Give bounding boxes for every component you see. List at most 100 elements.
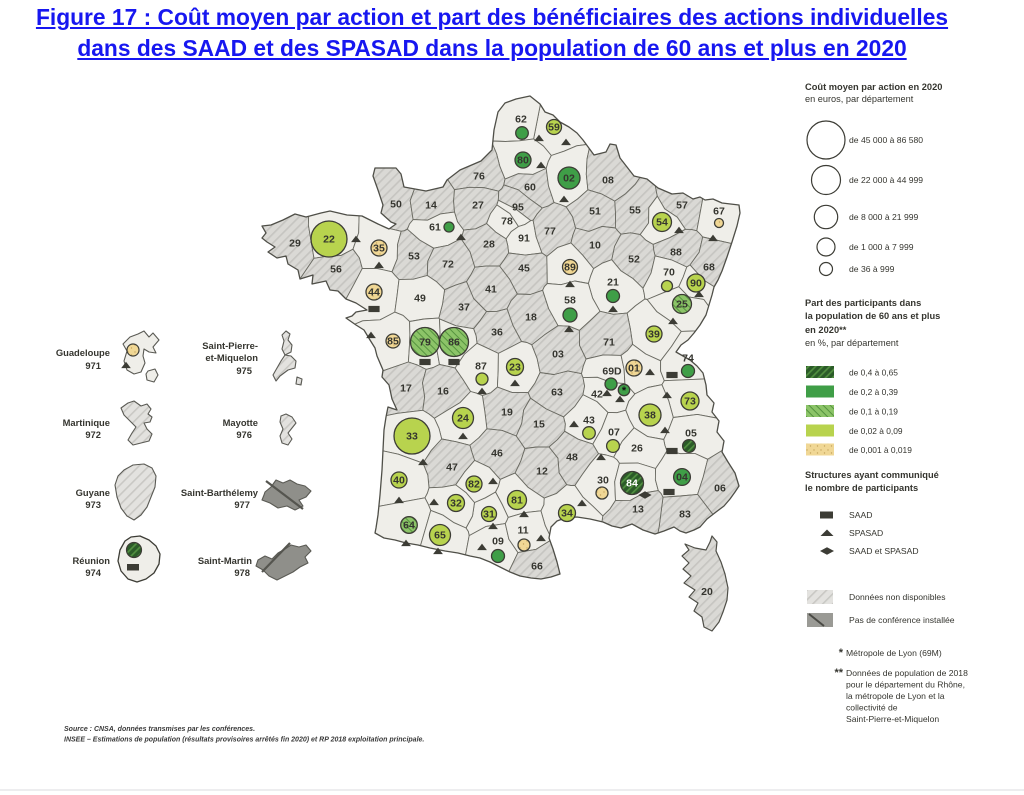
svg-text:05: 05 <box>685 428 697 440</box>
svg-text:Métropole de Lyon (69M): Métropole de Lyon (69M) <box>846 648 942 658</box>
svg-text:29: 29 <box>289 238 301 250</box>
svg-text:Guadeloupe: Guadeloupe <box>56 347 110 358</box>
svg-text:79: 79 <box>419 337 431 349</box>
svg-text:24: 24 <box>457 413 469 425</box>
svg-text:de 8 000 à 21 999: de 8 000 à 21 999 <box>849 212 919 222</box>
svg-text:73: 73 <box>684 396 696 408</box>
svg-text:12: 12 <box>536 466 548 478</box>
svg-text:74: 74 <box>682 353 694 365</box>
svg-text:64: 64 <box>403 520 415 532</box>
svg-text:Martinique: Martinique <box>63 417 110 428</box>
svg-text:66: 66 <box>531 561 543 573</box>
svg-text:en euros, par département: en euros, par département <box>805 94 914 104</box>
svg-text:973: 973 <box>85 499 101 510</box>
svg-text:978: 978 <box>234 567 250 578</box>
svg-text:91: 91 <box>518 233 530 245</box>
svg-text:de 45 000 à 86 580: de 45 000 à 86 580 <box>849 135 923 145</box>
svg-text:26: 26 <box>631 443 643 455</box>
svg-text:08: 08 <box>602 175 614 187</box>
svg-text:33: 33 <box>406 431 418 443</box>
svg-text:10: 10 <box>589 240 601 252</box>
svg-text:20: 20 <box>701 586 713 598</box>
svg-text:la métropole de Lyon et la: la métropole de Lyon et la <box>846 691 945 701</box>
svg-text:31: 31 <box>483 509 495 521</box>
svg-text:la population de 60 ans et plu: la population de 60 ans et plus <box>805 311 940 321</box>
svg-text:Pas de conférence installée: Pas de conférence installée <box>849 615 955 625</box>
svg-text:38: 38 <box>644 410 656 422</box>
svg-text:04: 04 <box>676 472 688 484</box>
svg-text:de 0,001 à 0,019: de 0,001 à 0,019 <box>849 445 912 455</box>
svg-text:Coût moyen par action en 2020: Coût moyen par action en 2020 <box>805 82 942 92</box>
svg-text:49: 49 <box>414 293 426 305</box>
svg-text:54: 54 <box>656 217 668 229</box>
svg-text:56: 56 <box>330 264 342 276</box>
svg-text:976: 976 <box>236 429 252 440</box>
svg-text:95: 95 <box>512 202 524 214</box>
svg-text:77: 77 <box>544 226 556 238</box>
svg-text:06: 06 <box>714 483 726 495</box>
svg-text:52: 52 <box>628 254 640 266</box>
svg-text:Guyane: Guyane <box>76 487 110 498</box>
svg-text:28: 28 <box>483 239 495 251</box>
svg-text:45: 45 <box>518 263 530 275</box>
svg-text:Saint-Barthélemy: Saint-Barthélemy <box>181 487 259 498</box>
svg-text:de 0,02 à 0,09: de 0,02 à 0,09 <box>849 426 903 436</box>
svg-text:86: 86 <box>448 337 460 349</box>
svg-text:*: * <box>622 385 627 397</box>
svg-text:44: 44 <box>368 287 380 299</box>
svg-text:Source : CNSA, données transmi: Source : CNSA, données transmises par le… <box>64 726 255 733</box>
svg-text:84: 84 <box>626 478 638 490</box>
svg-text:30: 30 <box>597 475 609 487</box>
svg-text:60: 60 <box>524 182 536 194</box>
svg-text:17: 17 <box>400 383 412 395</box>
svg-text:02: 02 <box>563 173 575 185</box>
svg-text:pour le département du Rhône,: pour le département du Rhône, <box>846 680 965 690</box>
svg-text:01: 01 <box>628 363 640 375</box>
svg-text:974: 974 <box>85 567 101 578</box>
svg-text:SAAD et SPASAD: SAAD et SPASAD <box>849 546 919 556</box>
svg-text:972: 972 <box>85 429 101 440</box>
svg-text:le nombre de participants: le nombre de participants <box>805 483 918 493</box>
svg-text:83: 83 <box>679 509 691 521</box>
svg-text:14: 14 <box>425 200 437 212</box>
svg-text:61: 61 <box>429 222 441 234</box>
svg-text:87: 87 <box>475 361 487 373</box>
svg-text:43: 43 <box>583 415 595 427</box>
svg-text:55: 55 <box>629 205 641 217</box>
svg-text:62: 62 <box>515 114 527 126</box>
svg-text:88: 88 <box>670 247 682 259</box>
svg-text:*: * <box>839 647 844 659</box>
svg-text:INSEE – Estimations de populat: INSEE – Estimations de population (résul… <box>64 737 424 744</box>
svg-text:16: 16 <box>437 386 449 398</box>
svg-text:67: 67 <box>713 206 725 218</box>
svg-text:48: 48 <box>566 452 578 464</box>
svg-text:Saint-Martin: Saint-Martin <box>198 555 252 566</box>
svg-text:53: 53 <box>408 251 420 263</box>
svg-text:47: 47 <box>446 462 458 474</box>
svg-text:21: 21 <box>607 277 619 289</box>
svg-text:51: 51 <box>589 206 601 218</box>
svg-text:977: 977 <box>234 499 250 510</box>
svg-text:971: 971 <box>85 360 101 371</box>
svg-text:37: 37 <box>458 302 470 314</box>
svg-text:975: 975 <box>236 365 252 376</box>
svg-text:Saint-Pierre-: Saint-Pierre- <box>202 340 258 351</box>
svg-text:41: 41 <box>485 284 497 296</box>
svg-text:en 2020**: en 2020** <box>805 325 847 335</box>
svg-text:en %, par département: en %, par département <box>805 338 899 348</box>
svg-text:11: 11 <box>517 525 528 537</box>
svg-text:22: 22 <box>323 234 335 246</box>
svg-text:68: 68 <box>703 262 715 274</box>
svg-text:90: 90 <box>690 278 702 290</box>
svg-text:57: 57 <box>676 200 688 212</box>
svg-text:15: 15 <box>533 419 545 431</box>
svg-text:42: 42 <box>591 389 603 401</box>
svg-text:SAAD: SAAD <box>849 510 872 520</box>
svg-text:81: 81 <box>511 495 523 507</box>
svg-text:50: 50 <box>390 199 402 211</box>
svg-text:27: 27 <box>472 200 484 212</box>
svg-text:19: 19 <box>501 407 513 419</box>
svg-text:59: 59 <box>548 122 560 134</box>
svg-text:46: 46 <box>491 448 503 460</box>
svg-text:58: 58 <box>564 295 576 307</box>
